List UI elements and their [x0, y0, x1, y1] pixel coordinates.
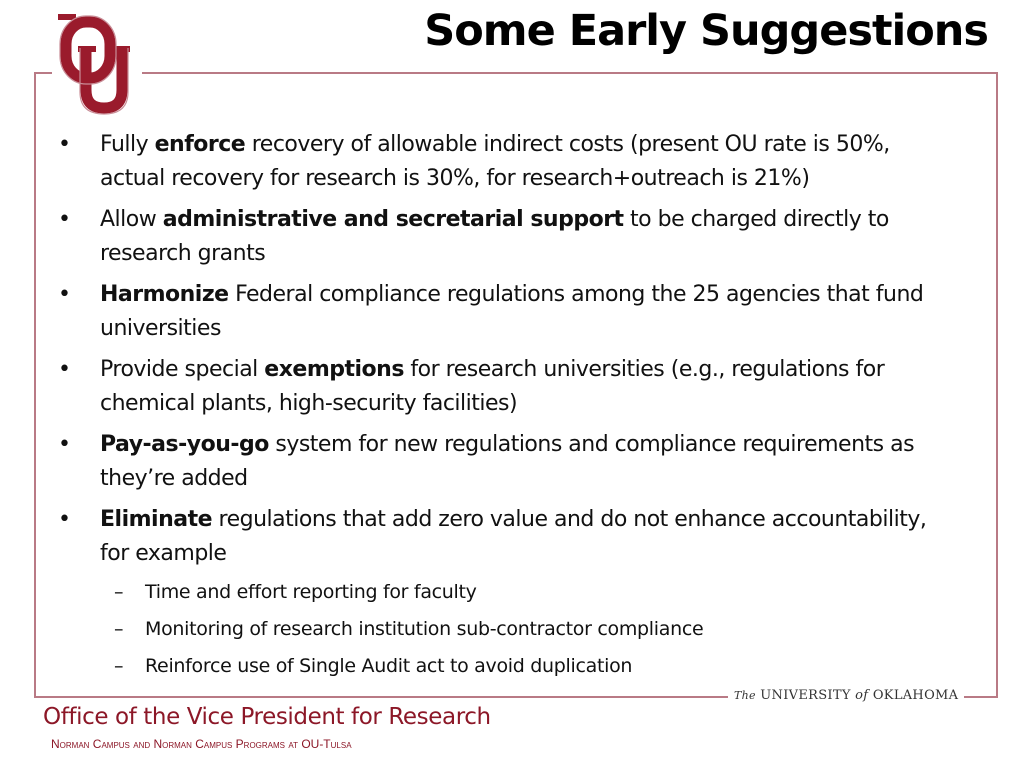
- bullet-item: • Pay-as-you-go system for new regulatio…: [58, 428, 958, 496]
- bullet-text-pre: Allow: [100, 207, 163, 232]
- content-frame: [34, 72, 998, 698]
- bullet-text-bold: enforce: [154, 132, 246, 157]
- dash-glyph: –: [114, 581, 124, 603]
- wordmark-oklahoma: OKLAHOMA: [872, 688, 959, 703]
- footer-campus-subtitle: Norman Campus and Norman Campus Programs…: [51, 737, 352, 751]
- bullet-glyph: •: [58, 207, 71, 232]
- bullet-text-bold: exemptions: [264, 357, 404, 382]
- bullet-list: • Fully enforce recovery of allowable in…: [58, 128, 958, 689]
- sub-bullet-item: – Monitoring of research institution sub…: [58, 615, 958, 643]
- bullet-item: • Provide special exemptions for researc…: [58, 353, 958, 421]
- sub-bullet-text: Monitoring of research institution sub-c…: [145, 618, 704, 640]
- sub-bullet-item: – Time and effort reporting for faculty: [58, 578, 958, 606]
- wordmark-university: UNIVERSITY: [760, 688, 851, 703]
- bullet-text-bold: Eliminate: [100, 507, 213, 532]
- bullet-text-bold: Pay-as-you-go: [100, 432, 269, 457]
- bullet-text-bold: Harmonize: [100, 282, 229, 307]
- bullet-text-post: recovery of allowable indirect costs (pr…: [100, 132, 890, 191]
- bullet-text-pre: Provide special: [100, 357, 265, 382]
- sub-bullet-text: Reinforce use of Single Audit act to avo…: [145, 655, 633, 677]
- bullet-glyph: •: [58, 282, 71, 307]
- bullet-text-post: Federal compliance regulations among the…: [100, 282, 924, 341]
- bullet-item: • Fully enforce recovery of allowable in…: [58, 128, 958, 196]
- bullet-item: • Eliminate regulations that add zero va…: [58, 503, 958, 571]
- bullet-item: • Harmonize Federal compliance regulatio…: [58, 278, 958, 346]
- footer-office-title: Office of the Vice President for Researc…: [43, 704, 491, 730]
- bullet-text-post: to be charged directly to research grant…: [100, 207, 889, 266]
- university-wordmark: The UNIVERSITY of OKLAHOMA: [728, 688, 965, 703]
- bullet-text-bold: administrative and secretarial support: [162, 207, 624, 232]
- wordmark-the: The: [734, 689, 756, 702]
- bullet-text-post: for research universities (e.g., regulat…: [100, 357, 885, 416]
- sub-bullet-text: Time and effort reporting for faculty: [145, 581, 477, 603]
- bullet-glyph: •: [58, 132, 71, 157]
- bullet-text-pre: Fully: [100, 132, 155, 157]
- bullet-item: • Allow administrative and secretarial s…: [58, 203, 958, 271]
- bullet-text-post: system for new regulations and complianc…: [100, 432, 915, 491]
- dash-glyph: –: [114, 618, 124, 640]
- bullet-glyph: •: [58, 432, 71, 457]
- sub-bullet-item: – Reinforce use of Single Audit act to a…: [58, 652, 958, 680]
- bullet-glyph: •: [58, 507, 71, 532]
- wordmark-of: of: [855, 688, 869, 703]
- dash-glyph: –: [114, 655, 124, 677]
- ou-logo-icon: [52, 12, 142, 120]
- slide-title: Some Early Suggestions: [424, 6, 989, 56]
- bullet-glyph: •: [58, 357, 71, 382]
- bullet-text-post: regulations that add zero value and do n…: [100, 507, 927, 566]
